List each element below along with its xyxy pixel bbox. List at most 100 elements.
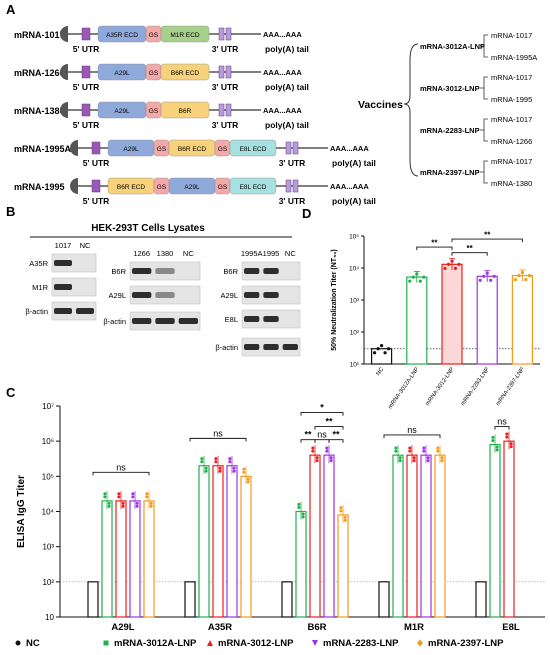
blot-band bbox=[54, 308, 72, 314]
utr5-box bbox=[91, 179, 101, 193]
polya-tail-label: poly(A) tail bbox=[332, 196, 376, 206]
blot-band bbox=[132, 268, 152, 274]
lane-label: 1995A bbox=[241, 249, 263, 258]
blot-band bbox=[263, 268, 279, 274]
data-point bbox=[408, 449, 412, 453]
significance-label: ** bbox=[466, 244, 473, 253]
blot-row-label: A29L bbox=[220, 291, 238, 300]
bar bbox=[420, 454, 432, 618]
x-tick-label: mRNA-3012A-LNP bbox=[387, 367, 420, 411]
utr5-label: 5' UTR bbox=[73, 82, 100, 92]
data-point bbox=[492, 274, 496, 278]
y-tick-label: 10² bbox=[350, 330, 360, 337]
vaccine-name: mRNA-3012A-LNP bbox=[420, 42, 485, 51]
bar bbox=[309, 454, 321, 618]
significance-label: ns bbox=[116, 462, 126, 472]
utr3-box bbox=[225, 65, 232, 79]
data-point bbox=[446, 262, 451, 266]
data-point bbox=[376, 347, 380, 351]
utr3-box bbox=[292, 141, 299, 155]
blot-band bbox=[178, 318, 198, 324]
data-point bbox=[343, 515, 347, 519]
data-point bbox=[373, 351, 377, 355]
segment-label: GS bbox=[149, 108, 159, 115]
blot-strip bbox=[129, 285, 201, 305]
blot-row-label: B6R bbox=[111, 267, 126, 276]
panel-label-a: A bbox=[6, 2, 16, 17]
segment-label: A29L bbox=[114, 70, 130, 77]
blot-band bbox=[155, 268, 175, 274]
construct-name: mRNA-1380 bbox=[14, 106, 65, 116]
blot-band bbox=[263, 292, 279, 298]
data-point bbox=[131, 495, 135, 499]
data-point bbox=[440, 456, 444, 460]
polya-text: AAA...AAA bbox=[263, 30, 302, 39]
data-point bbox=[418, 279, 422, 283]
data-point bbox=[242, 467, 246, 471]
utr3-label: 3' UTR bbox=[212, 44, 239, 54]
y-tick-label: 10¹ bbox=[350, 362, 360, 369]
cap-icon bbox=[60, 64, 68, 80]
utr5-label: 5' UTR bbox=[83, 196, 110, 206]
utr5-label: 5' UTR bbox=[73, 44, 100, 54]
utr3-label: 3' UTR bbox=[212, 120, 239, 130]
x-category-label: A35R bbox=[208, 622, 232, 633]
bar bbox=[281, 581, 293, 618]
data-point bbox=[246, 477, 250, 481]
blot-band bbox=[54, 284, 72, 290]
legend-label: NC bbox=[26, 638, 40, 649]
bar bbox=[323, 454, 335, 618]
segment-label: GS bbox=[149, 32, 159, 39]
utr3-box bbox=[225, 27, 232, 41]
blot-row-label: β-actin bbox=[25, 307, 48, 316]
polya-text: AAA...AAA bbox=[263, 106, 302, 115]
significance-bracket bbox=[451, 252, 488, 256]
significance-label: ** bbox=[304, 430, 312, 440]
data-point bbox=[422, 449, 426, 453]
data-point bbox=[145, 495, 149, 499]
segment-yellow bbox=[160, 101, 210, 119]
data-point bbox=[214, 457, 218, 461]
significance-bracket bbox=[494, 426, 510, 430]
lane-label: 1380 bbox=[157, 249, 174, 258]
bar bbox=[406, 454, 418, 618]
blot-row-label: M1R bbox=[32, 283, 48, 292]
blot-band bbox=[244, 316, 260, 322]
construct-diagrams: mRNA-1017 5' UTR A35R ECD GS M1R ECD 3' UTR AA… bbox=[14, 25, 376, 206]
segment-label: GS bbox=[218, 184, 228, 191]
data-point bbox=[453, 266, 458, 270]
segment-label: B6R ECD bbox=[171, 70, 199, 77]
bar bbox=[475, 581, 487, 618]
construct-name: mRNA-1995A bbox=[14, 144, 72, 154]
segment-label: A35R ECD bbox=[106, 32, 138, 39]
x-tick-label: mRNA-2283-LNP bbox=[460, 367, 491, 407]
data-point bbox=[440, 459, 444, 463]
data-point bbox=[408, 446, 412, 450]
data-point bbox=[131, 492, 135, 496]
vaccine-brace bbox=[480, 160, 488, 184]
y-tick-label: 10⁶ bbox=[42, 437, 54, 446]
x-category-label: B6R bbox=[307, 622, 326, 633]
y-tick-label: 10² bbox=[42, 578, 54, 587]
blot-strip bbox=[129, 261, 201, 281]
data-point bbox=[408, 279, 412, 283]
western-blot: HEK-293T Cells Lysates 1017 NC A35R M1R β-act… bbox=[25, 223, 301, 357]
bar bbox=[378, 581, 390, 618]
data-point bbox=[117, 495, 121, 499]
lane-label: NC bbox=[183, 249, 194, 258]
significance-label: * bbox=[320, 403, 324, 413]
data-point bbox=[107, 504, 111, 508]
cap-icon bbox=[60, 102, 68, 118]
data-point bbox=[527, 273, 532, 278]
bar bbox=[115, 500, 127, 618]
bar bbox=[87, 581, 99, 618]
utr3-box bbox=[285, 179, 292, 193]
significance-bracket bbox=[300, 439, 316, 443]
utr5-box bbox=[81, 103, 91, 117]
blot-title: HEK-293T Cells Lysates bbox=[91, 223, 205, 234]
data-point bbox=[149, 504, 153, 508]
blot-band bbox=[76, 308, 94, 314]
data-point bbox=[107, 501, 111, 505]
legend-marker bbox=[15, 640, 21, 646]
data-point bbox=[394, 449, 398, 453]
